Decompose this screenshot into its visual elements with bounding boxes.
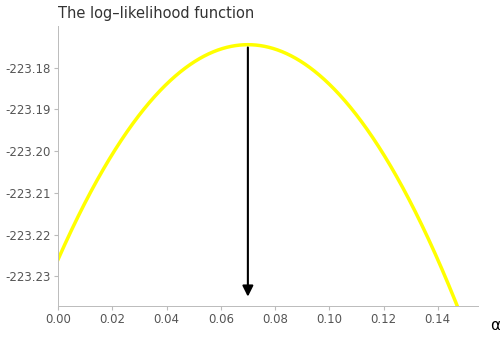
- Text: The log–likelihood function: The log–likelihood function: [58, 5, 254, 21]
- X-axis label: α: α: [490, 318, 500, 333]
